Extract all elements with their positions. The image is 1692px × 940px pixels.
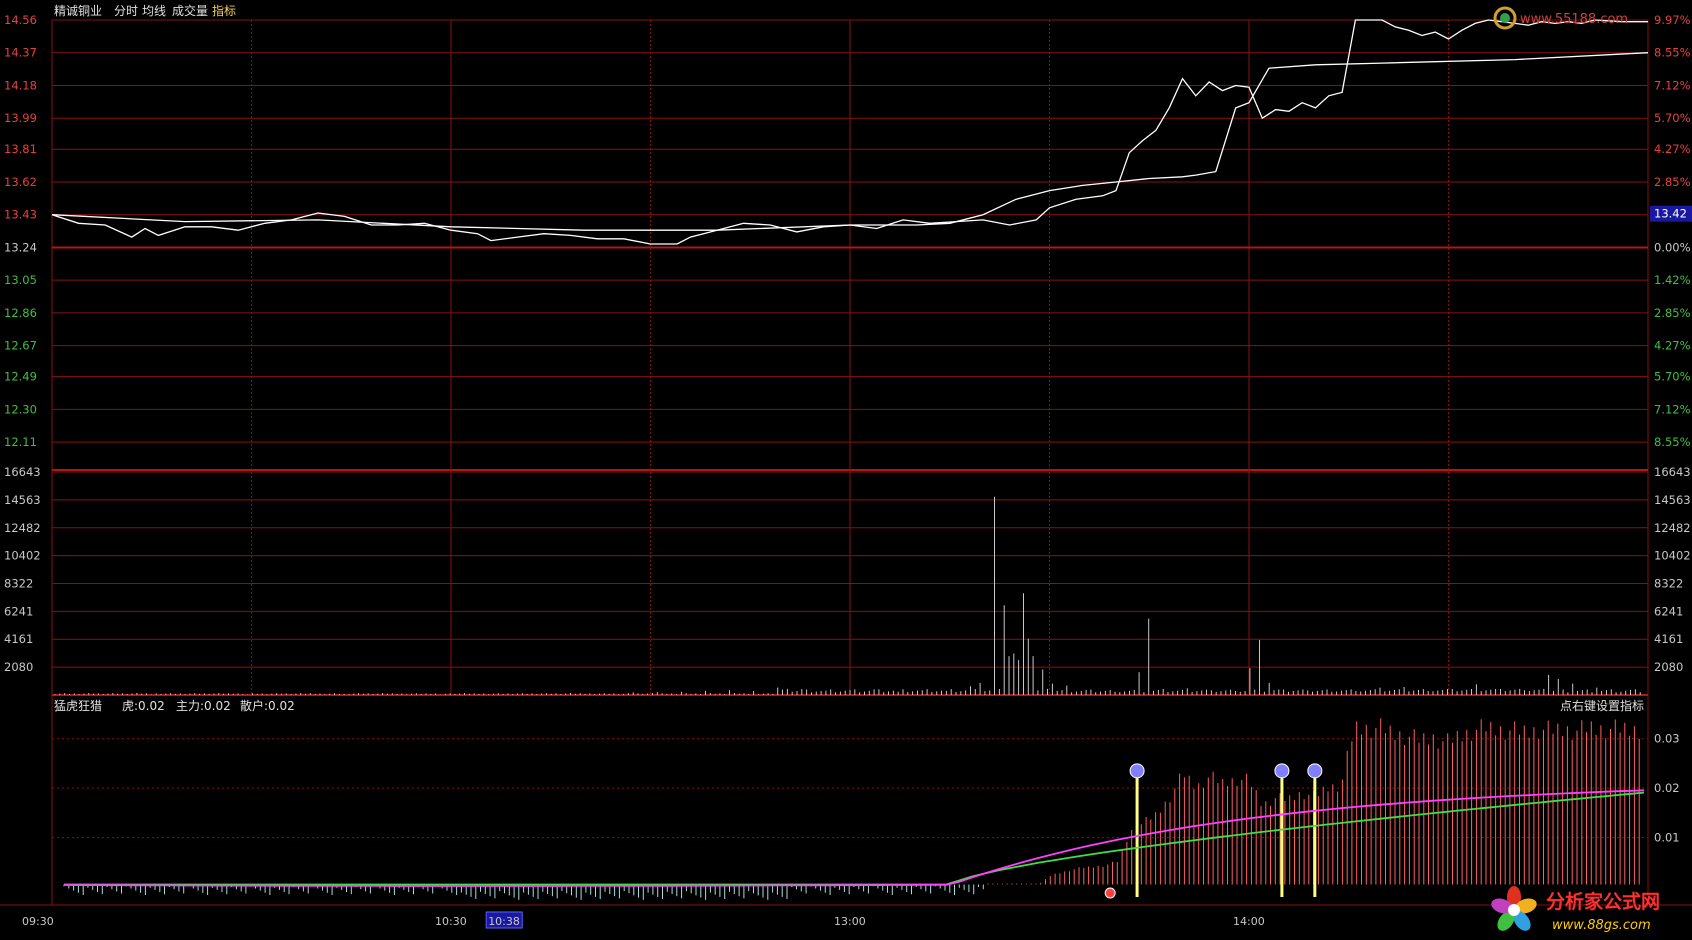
volume-tick-label: 6241 [4,604,33,618]
pct-tick-label: 7.12% [1654,78,1691,92]
logo-brand-text: 分析家公式网 [1546,890,1660,913]
indicator-lines [63,789,1645,887]
indicator-bars [63,718,1640,900]
price-tick-label: 12.86 [4,306,37,320]
logo-url-text: www.88gs.com [1552,918,1651,933]
price-tag: 13.42 [1650,205,1692,222]
pct-tick-label: 2.85% [1654,306,1691,320]
menu-item-chengjiaoliang[interactable]: 成交量 [172,4,209,18]
volume-axis-labels: 16643 16643 14563 14563 12482 12482 10402 10402… [4,465,1691,674]
time-tick-label: 09:30 [22,915,54,928]
pct-tick-label: 2.85% [1654,175,1691,189]
volume-tick-label: 12482 [4,521,41,535]
signal-icon [1307,763,1323,779]
indicator-retail-value: 散户:0.02 [240,699,295,713]
logo-55188: www.55188.com [1492,4,1652,32]
price-tick-label: 12.67 [4,339,37,353]
volume-tick-label-right: 8322 [1654,576,1683,590]
price-tick-label: 13.99 [4,111,37,125]
indicator-main-value: 主力:0.02 [176,699,231,713]
volume-tick-label-right: 16643 [1654,465,1691,479]
pct-tick-label: 1.42% [1654,273,1691,287]
pct-tick-label: 9.97% [1654,13,1691,27]
volume-tick-label-right: 14563 [1654,493,1691,507]
menu-item-junxian[interactable]: 均线 [142,4,167,18]
pct-tick-label: 5.70% [1654,111,1691,125]
start-signal-icon [1104,887,1116,899]
price-tick-label: 13.62 [4,175,37,189]
grid-layer [0,19,1692,906]
price-line [51,19,1648,245]
pct-tick-label: 7.12% [1654,402,1691,416]
time-tick-label: 10:30 [435,915,467,928]
volume-tick-label: 10402 [4,549,41,563]
current-price-label: 13.42 [1654,207,1687,221]
price-tick-label: 12.49 [4,370,37,384]
time-tick-label: 13:00 [834,915,866,928]
current-price-box [1650,205,1692,222]
volume-tick-label: 2080 [4,660,33,674]
logo-top-text: www.55188.com [1520,12,1628,27]
menu-item-fenshi[interactable]: 分时 [114,4,139,18]
time-tick-label: 14:00 [1233,915,1265,928]
indicator-tick-label: 0.03 [1654,732,1680,746]
pct-tick-label: 0.00% [1654,240,1691,254]
price-tick-label: 14.56 [4,13,37,27]
pct-tick-label: 4.27% [1654,142,1691,156]
price-tick-label: 13.24 [4,240,37,254]
price-tick-label: 12.30 [4,402,37,416]
price-series [51,19,1648,245]
price-axis-labels: 14.56 9.97% 14.37 8.55% 14.18 7.12% 13.99 5.70%… [4,13,1691,449]
signal-markers [1104,763,1323,899]
volume-tick-label-right: 12482 [1654,521,1691,535]
menu-item-zhibiao[interactable]: 指标 [212,4,237,18]
volume-tick-label: 14563 [4,493,41,507]
indicator-name: 猛虎狂猎 [54,699,103,713]
main-force-line [64,791,1645,886]
pct-tick-label: 8.55% [1654,435,1691,449]
time-cursor-box [485,911,523,929]
volume-tick-label: 16643 [4,465,41,479]
pct-tick-label: 5.70% [1654,370,1691,384]
price-tick-label: 13.05 [4,273,37,287]
indicator-settings-hint[interactable]: 点右键设置指标 [1560,699,1645,713]
price-tick-label: 14.37 [4,46,37,60]
indicator-tick-label: 0.01 [1654,831,1680,845]
volume-tick-label: 8322 [4,576,33,590]
logo-88gs: 分析家公式网 www.88gs.com [1488,884,1688,936]
pct-tick-label: 4.27% [1654,339,1691,353]
price-tick-label: 13.81 [4,142,37,156]
volume-tick-label-right: 4161 [1654,632,1683,646]
price-tick-label: 13.43 [4,208,37,222]
indicator-tiger-value: 虎:0.02 [122,699,165,713]
stock-name: 精诚铜业 [54,4,103,18]
price-tick-label: 12.11 [4,435,37,449]
time-tick-label: 10:38 [488,915,520,928]
signal-icon [1274,763,1290,779]
indicator-axis-labels: 0.03 0.02 0.01 [1654,732,1680,845]
volume-tick-label: 4161 [4,632,33,646]
pct-tick-label: 8.55% [1654,46,1691,60]
volume-tick-label-right: 2080 [1654,660,1683,674]
flower-logo-icon [1491,886,1537,931]
volume-bars [54,496,1641,695]
time-axis-labels: 09:30 10:30 10:38 13:00 14:00 [22,911,1265,929]
signal-icon [1129,763,1145,779]
tiger-line [63,789,1645,887]
volume-tick-label-right: 6241 [1654,604,1683,618]
indicator-tick-label: 0.02 [1654,781,1680,795]
volume-tick-label-right: 10402 [1654,549,1691,563]
price-tick-label: 14.18 [4,78,37,92]
average-line [51,52,1649,231]
avg-price-series [51,52,1649,231]
